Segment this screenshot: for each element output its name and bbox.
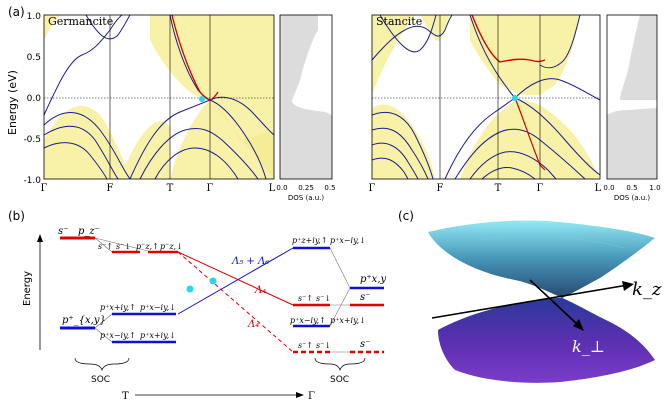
germancite-title: Germancite — [48, 15, 113, 28]
panel-a-label: (a) — [8, 5, 25, 19]
right-level-labels: p⁺z+iy,↑ p⁺x−iy,↓ s⁻↑ s⁻↓ p⁺x−iy,↑ p⁺x+i… — [290, 236, 366, 350]
soc-state-label: p⁺x−iy,↑ — [290, 316, 326, 325]
dos-xtick: 0.5 — [324, 184, 335, 192]
germancite-yticks: 1.0 0.5 0.0 -0.5 -1.0 — [23, 12, 41, 186]
soc-state-label: p⁺z+iy,↑ — [292, 236, 328, 245]
level-label: p⁺_{x,y} — [62, 315, 106, 326]
soc-label-right: SOC — [330, 375, 349, 385]
soc-state-label: p⁺x+iy,↓ — [140, 331, 176, 340]
xtick-label: Γ — [369, 183, 376, 194]
dos-xtick: 0.25 — [298, 184, 314, 192]
red-line-label: Λ₄ — [254, 285, 266, 296]
soc-state-label: s⁻↑ — [298, 341, 313, 350]
xtick-label: Γ — [207, 183, 214, 194]
germancite-dos-plot — [279, 14, 333, 180]
xtick-label: T — [167, 183, 174, 194]
ytick-label: 0.5 — [27, 53, 41, 63]
dos-xtick: 0.0 — [276, 184, 287, 192]
dos-xtick: 0.5 — [626, 184, 637, 192]
level-label: s⁻ — [360, 292, 370, 303]
left-level-labels: s⁻ p_z⁻ p⁺_{x,y} — [58, 226, 106, 326]
right-energy-levels — [293, 246, 384, 354]
dispersion-lines — [177, 247, 294, 353]
soc-label-left: SOC — [91, 375, 110, 385]
xtick-label: L — [595, 183, 602, 194]
dirac-point-marker — [186, 285, 194, 293]
k-axis-start: T — [122, 391, 129, 402]
level-label: s⁻ — [58, 226, 68, 237]
ytick-label: 0.0 — [27, 94, 42, 104]
soc-state-label: s⁻↑ — [298, 294, 313, 303]
dos-xtick: 0.0 — [603, 184, 614, 192]
k-axis-end: Γ — [308, 391, 315, 402]
dirac-point-marker — [512, 95, 518, 101]
right-outer-labels: p⁺x,y s⁻ s⁻ — [360, 274, 386, 350]
panel-b-label: (b) — [8, 209, 25, 223]
level-label: p_z⁻ — [78, 226, 100, 237]
soc-state-label: p⁺x−iy,↓ — [330, 236, 366, 245]
xtick-label: Γ — [537, 183, 544, 194]
dos-xlabel: DOS (a.u.) — [614, 194, 650, 202]
panel-c-label: (c) — [398, 209, 414, 223]
stancite-dos-plot — [606, 14, 658, 180]
level-label: s⁻ — [360, 339, 370, 350]
soc-state-label: p⁻z,↓ — [160, 242, 183, 251]
soc-brace-right — [314, 357, 366, 372]
kperp-axis-label: k_⊥ — [572, 337, 605, 356]
blue-line-label: Λ₅ + Λ₆ — [231, 256, 269, 267]
stancite-xticks: Γ F T Γ L — [369, 183, 602, 194]
germancite-xticks: Γ F T Γ L — [41, 183, 276, 194]
left-energy-levels — [60, 236, 178, 344]
dirac-point-marker — [199, 96, 205, 102]
dos-xlabel: DOS (a.u.) — [288, 194, 324, 202]
xtick-label: L — [269, 183, 276, 194]
dirac-point-marker — [209, 277, 217, 285]
red-dashed-line-label: Λ₄ — [247, 319, 259, 330]
soc-state-label: s⁻↓ — [116, 242, 131, 251]
xtick-label: F — [437, 183, 444, 194]
ytick-label: -1.0 — [23, 176, 41, 186]
energy-axis-label: Energy (eV) — [6, 70, 19, 135]
stancite-dos-xticks: 0.0 0.5 1.0 DOS (a.u.) — [603, 184, 660, 202]
germancite-band-plot — [43, 14, 275, 180]
stancite-title: Stancite — [376, 15, 422, 28]
level-label: p⁺x,y — [360, 274, 386, 285]
soc-state-label: p⁻z,↑ — [136, 242, 159, 251]
xtick-label: F — [107, 183, 114, 194]
soc-state-label: s⁻↑ — [98, 242, 113, 251]
soc-state-label: p⁺x+iy,↓ — [330, 316, 366, 325]
xtick-label: T — [495, 183, 502, 194]
xtick-label: Γ — [41, 183, 48, 194]
kz-axis-label: k_z — [632, 279, 662, 300]
energy-axis-label-b: Energy — [22, 271, 33, 306]
ytick-label: -0.5 — [23, 135, 41, 145]
dirac-cone-surface — [428, 220, 655, 383]
germancite-dos-xticks: 0.0 0.25 0.5 DOS (a.u.) — [276, 184, 335, 202]
ytick-label: 1.0 — [27, 12, 42, 22]
soc-brace-left — [74, 357, 130, 372]
soc-state-label: p⁺x−iy,↑ — [100, 331, 136, 340]
soc-state-label: s⁻↓ — [316, 341, 331, 350]
stancite-band-plot — [371, 14, 601, 180]
soc-state-label: p⁺x−iy,↓ — [140, 303, 176, 312]
soc-state-label: s⁻↓ — [316, 294, 331, 303]
dos-xtick: 1.0 — [649, 184, 660, 192]
soc-state-label: p⁺x+iy,↑ — [100, 303, 136, 312]
left-soc-labels: s⁻↑ s⁻↓ p⁻z,↑ p⁻z,↓ p⁺x+iy,↑ p⁺x−iy,↓ p⁺… — [98, 242, 183, 340]
